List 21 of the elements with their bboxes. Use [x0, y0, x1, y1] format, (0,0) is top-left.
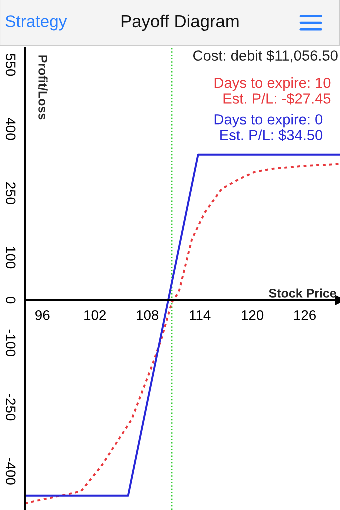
text: Days to expire: 10 Est. P/L: -$27.45	[214, 77, 331, 105]
chart-title: Payoff Diagram	[122, 14, 239, 32]
x-tick-label: 96	[36, 310, 50, 320]
y-tick-label: 550	[6, 54, 16, 76]
y-tick-label: -400	[6, 458, 16, 485]
x-tick-label: 114	[190, 310, 211, 320]
annotation: Cost: debit $11,056.50	[194, 50, 338, 63]
y-tick-label: -250	[6, 394, 16, 421]
x-tick-label: 102	[84, 310, 106, 320]
y-tick-label: 100	[6, 247, 16, 269]
y-tick-label: 250	[6, 182, 16, 204]
y-tick-label: 0	[6, 297, 16, 304]
x-tick-label: 108	[137, 310, 159, 320]
text: Strategy	[6, 16, 68, 31]
y-tick-label: -100	[6, 330, 16, 356]
x-tick-label: 126	[294, 310, 316, 320]
y-axis-title: Profit/Loss	[38, 56, 48, 120]
y-tick-label: 400	[6, 118, 16, 140]
x-tick-label: 120	[242, 310, 264, 320]
x-axis-title: Stock Price	[269, 288, 336, 298]
series-label: Days to expire: 0 Est. P/L: $34.50	[214, 114, 323, 142]
